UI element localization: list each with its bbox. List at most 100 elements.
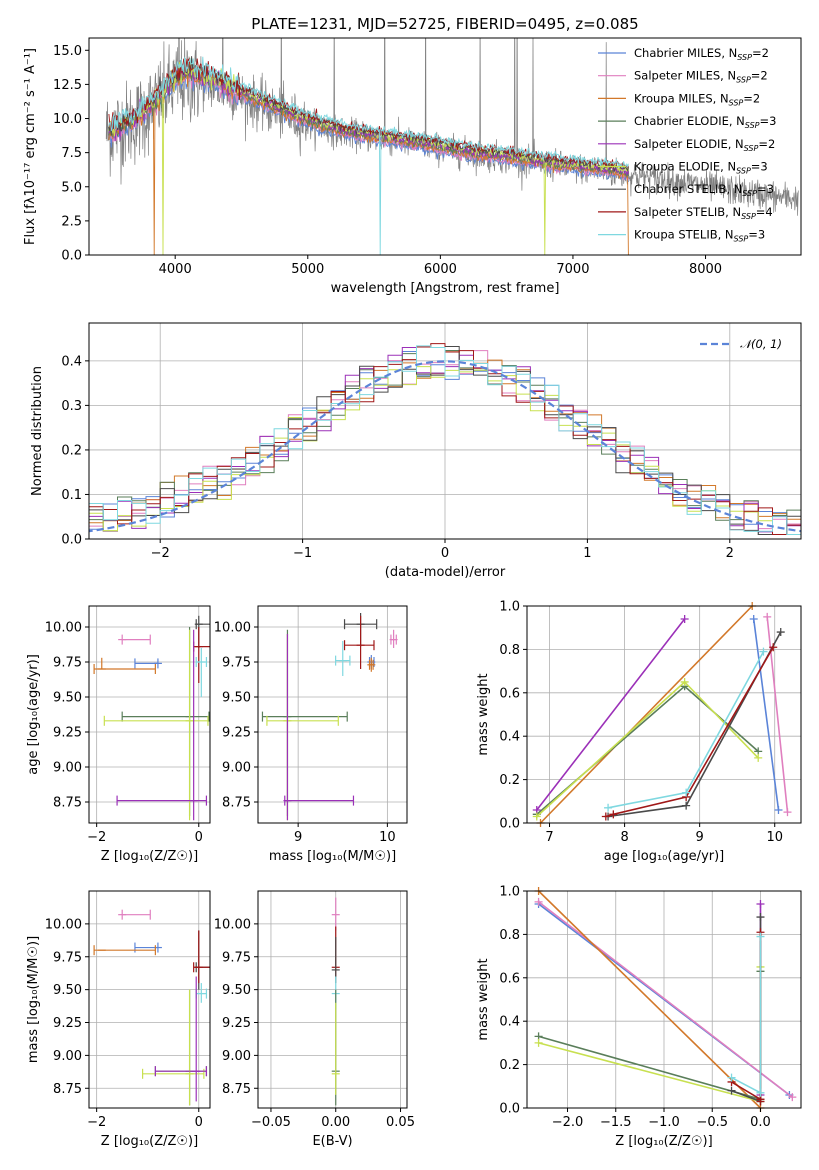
x-tick-label: 10 [379,830,396,845]
x-axis-label: age [log₁₀(age/yr)] [604,849,725,864]
data-point [680,677,689,686]
series-line [731,917,762,1103]
x-tick-label: 4000 [159,262,192,277]
y-tick-label: 9.00 [53,1049,82,1064]
series-line [536,685,759,815]
data-point [756,1097,765,1106]
legend-entry: 𝒩(0, 1) [740,337,782,351]
x-axis-label: (data-model)/error [385,565,506,580]
legend-entry: Kroupa ELODIE, NSSP=3 [634,160,768,176]
y-tick-label: 0.8 [499,643,520,658]
data-point [756,932,765,941]
y-tick-label: 9.25 [53,1016,82,1031]
series-line [731,932,762,1102]
series-line [605,646,774,818]
y-tick-label: 9.50 [222,983,251,998]
x-tick-label: 0 [195,830,203,845]
y-tick-label: 2.5 [61,214,82,229]
x-tick-label: 0 [441,546,449,561]
y-tick-label: 10.0 [53,112,82,127]
data-point [680,615,689,624]
mass-weight-vs-age-chart: 7 8 9 10 0.0 0.2 0.4 0.6 0.8 1.0 age [log₁₀(age/yr… [476,600,802,864]
histogram-kroupa-stelib [89,345,801,535]
chart-title: PLATE=1231, MJD=52725, FIBERID=0495, z=0… [251,15,638,33]
axes-frame [88,37,802,256]
y-axis-label: mass weight [476,958,491,1040]
y-tick-label: 0.0 [499,817,520,832]
series-line [536,680,759,818]
series-line [538,890,762,1109]
y-tick-label: 0.6 [499,686,520,701]
legend-entry: Salpeter STELIB, NSSP=4 [634,205,773,221]
x-tick-label: −0.05 [251,1115,291,1130]
y-tick-label: 0.4 [61,354,82,369]
y-tick-label: 10.00 [214,917,251,932]
age-vs-mass-chart: 9 10 8.75 9.00 9.25 9.50 9.75 10.00 mass [log₁₀(… [214,605,408,864]
series-line [536,618,686,811]
x-tick-label: 2 [726,546,734,561]
x-tick-label: −1 [293,546,312,561]
y-tick-label: 0.8 [499,928,520,943]
data-point [756,913,765,922]
x-tick-label: −2 [87,1115,106,1130]
y-tick-label: 9.50 [53,983,82,998]
y-tick-label: 8.75 [53,1082,82,1097]
x-tick-label: −2.0 [552,1115,584,1130]
mass-vs-ebv-chart: −0.05 0.00 0.05 8.75 9.00 9.25 9.50 9.75 10.00 E(… [214,890,415,1149]
series-line [766,616,789,813]
y-tick-label: 9.00 [222,761,251,776]
x-axis-label: Z [log₁₀(Z/Z☉)] [101,1134,198,1149]
x-tick-label: −0.5 [696,1115,728,1130]
x-axis-label: mass [log₁₀(M/M☉)] [269,849,396,864]
y-tick-label: 1.0 [499,885,520,900]
x-axis-label: E(B-V) [312,1134,352,1149]
data-point [727,1086,736,1095]
y-tick-label: 0.0 [61,533,82,548]
spectrum-plot-area [105,38,799,255]
y-tick-label: 0.2 [61,443,82,458]
y-tick-label: 9.75 [53,950,82,965]
y-tick-label: 0.2 [499,1058,520,1073]
legend-entry: Chabrier MILES, NSSP=2 [634,46,769,62]
model-spectrum-kroupa-stelib [108,56,629,255]
data-point [534,1038,543,1047]
y-tick-label: 10.00 [45,917,82,932]
y-tick-label: 8.75 [222,796,251,811]
panel-plot-area [93,615,210,821]
axes-frame [88,890,211,1109]
y-tick-label: 0.4 [499,1015,520,1030]
y-tick-label: 9.25 [53,726,82,741]
x-tick-label: 7 [545,830,553,845]
y-axis-label: mass weight [476,673,491,755]
data-point [783,808,792,817]
y-tick-label: 9.50 [53,691,82,706]
y-tick-label: 0.4 [499,730,520,745]
data-point [788,1093,797,1102]
data-point [756,900,765,909]
y-tick-label: 15.0 [53,44,82,59]
legend-entry: Salpeter MILES, NSSP=2 [634,69,768,85]
x-tick-label: 8000 [689,262,722,277]
model-spectrum-salpeter-elodie [108,65,629,176]
y-tick-label: 0.2 [499,773,520,788]
x-tick-label: 8 [620,830,628,845]
legend-entry: Kroupa STELIB, NSSP=3 [634,228,765,244]
x-tick-label: 0.0 [750,1115,771,1130]
y-axis-label: Flux [fλ10⁻¹⁷ erg cm⁻² s⁻¹ A⁻¹] [23,48,38,245]
y-tick-label: 5.0 [61,180,82,195]
data-point [609,810,618,819]
data-point [682,788,691,797]
data-point [534,897,543,906]
x-tick-label: 9 [294,830,302,845]
y-tick-label: 9.75 [222,656,251,671]
x-tick-label: −2 [151,546,170,561]
legend-entry: Kroupa MILES, NSSP=2 [634,91,760,107]
x-axis-label: Z [log₁₀(Z/Z☉)] [101,849,198,864]
spectrum-chart: Chabrier MILES, NSSP=2 Salpeter MILES, NS… [23,15,802,296]
data-point [774,805,783,814]
age-vs-Z-chart: −2 0 8.75 9.00 9.25 9.50 9.75 10.00 Z [log₁₀(Z/Z… [26,605,211,864]
y-tick-label: 9.00 [53,761,82,776]
data-point [754,753,763,762]
y-axis-label: mass [log₁₀(M/M☉)] [26,936,41,1063]
